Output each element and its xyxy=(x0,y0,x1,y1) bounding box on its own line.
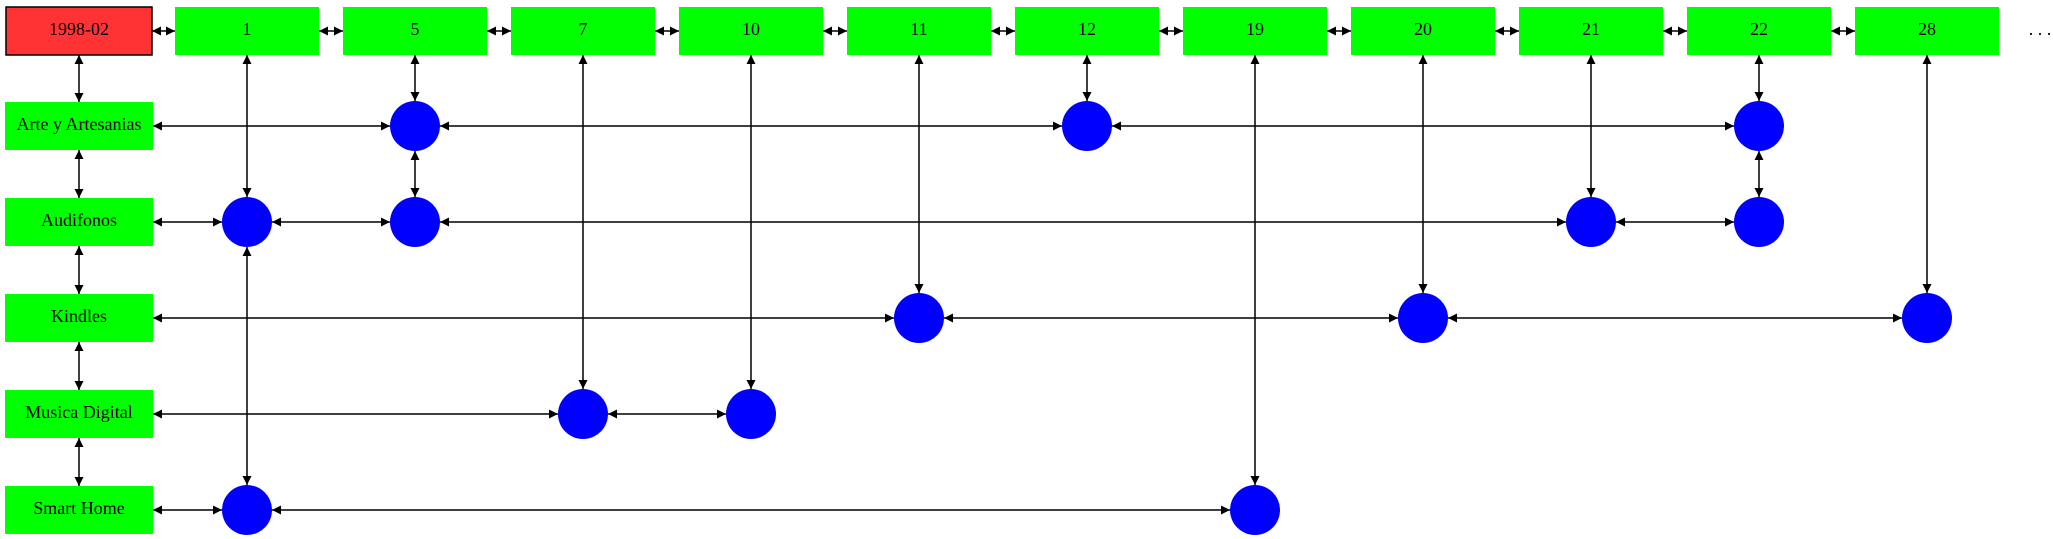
category-label: Smart Home xyxy=(33,498,125,518)
data-node-smart-home-19 xyxy=(1230,485,1280,535)
category-node-musica-digital xyxy=(5,390,153,438)
data-node-arte-y-artesanias-5 xyxy=(390,101,440,151)
column-header-5 xyxy=(343,7,487,55)
data-node-audifonos-21 xyxy=(1566,197,1616,247)
column-header-7 xyxy=(511,7,655,55)
edges-layer xyxy=(74,26,1932,515)
category-node-kindles xyxy=(5,294,153,342)
column-header-19 xyxy=(1183,7,1327,55)
category-label: Musica Digital xyxy=(25,402,132,422)
root-node xyxy=(5,6,153,56)
category-label: Kindles xyxy=(51,306,107,326)
category-node-audifonos xyxy=(5,198,153,246)
column-header-label: 10 xyxy=(742,19,760,39)
column-header-label: 11 xyxy=(910,19,927,39)
category-node-arte-y-artesanias xyxy=(5,102,153,150)
column-header-label: 22 xyxy=(1750,19,1768,39)
column-header-12 xyxy=(1015,7,1159,55)
column-header-21 xyxy=(1519,7,1663,55)
data-node-kindles-28 xyxy=(1902,293,1952,343)
column-header-20 xyxy=(1351,7,1495,55)
column-header-10 xyxy=(679,7,823,55)
data-node-smart-home-1 xyxy=(222,485,272,535)
column-header-label: 28 xyxy=(1918,19,1936,39)
column-header-label: 20 xyxy=(1414,19,1432,39)
column-header-28 xyxy=(1855,7,1999,55)
column-header-1 xyxy=(175,7,319,55)
data-node-audifonos-1 xyxy=(222,197,272,247)
data-node-kindles-20 xyxy=(1398,293,1448,343)
category-label: Arte y Artesanias xyxy=(17,114,142,134)
column-header-label: 5 xyxy=(411,19,420,39)
column-header-label: 21 xyxy=(1582,19,1600,39)
data-node-musica-digital-7 xyxy=(558,389,608,439)
data-node-audifonos-5 xyxy=(390,197,440,247)
column-header-label: 19 xyxy=(1246,19,1264,39)
data-node-musica-digital-10 xyxy=(726,389,776,439)
column-header-11 xyxy=(847,7,991,55)
column-header-22 xyxy=(1687,7,1831,55)
column-header-label: 7 xyxy=(579,19,588,39)
category-node-smart-home xyxy=(5,486,153,534)
root-label: 1998-02 xyxy=(49,19,109,39)
column-header-label: 1 xyxy=(243,19,252,39)
ellipsis: . . . xyxy=(2029,19,2052,39)
data-node-arte-y-artesanias-22 xyxy=(1734,101,1784,151)
boxes-layer: 1998-02 1 5 7 10 11 12 19 20 21 22 28 Arte y Artesan… xyxy=(5,6,1999,535)
data-node-kindles-11 xyxy=(894,293,944,343)
data-node-audifonos-22 xyxy=(1734,197,1784,247)
column-header-label: 12 xyxy=(1078,19,1096,39)
data-node-arte-y-artesanias-12 xyxy=(1062,101,1112,151)
category-label: Audifonos xyxy=(41,210,117,230)
